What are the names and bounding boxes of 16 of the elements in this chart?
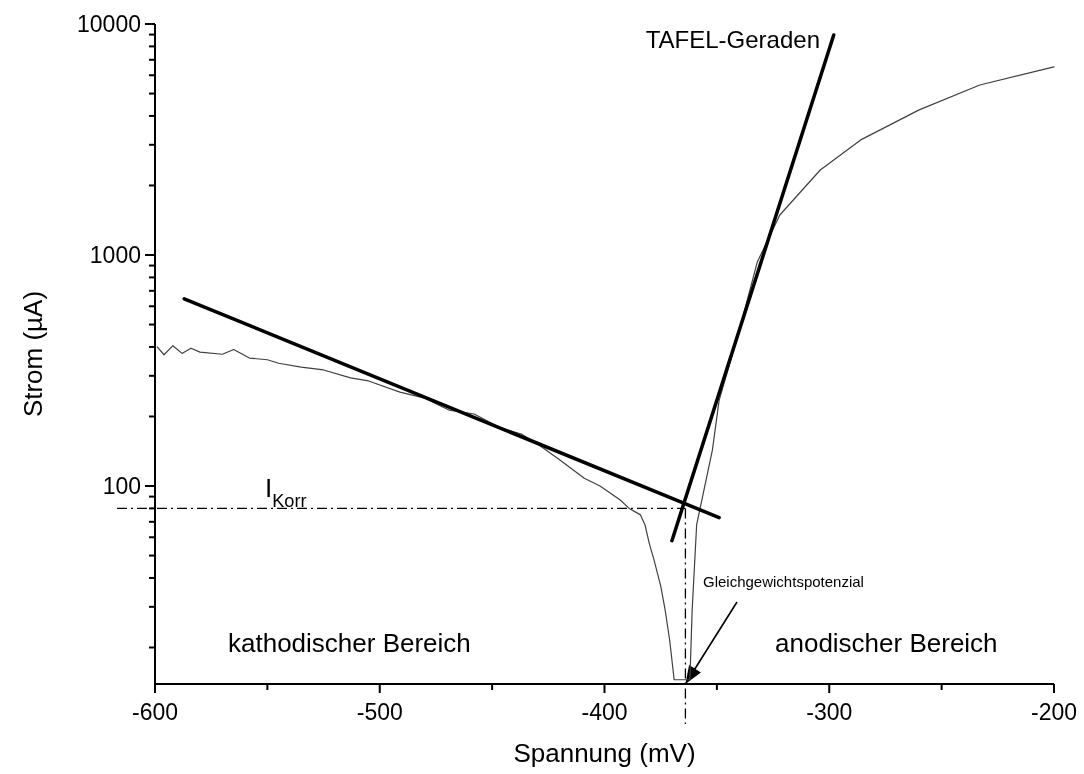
annotation: TAFEL-Geraden [645,26,820,53]
x-tick-label: -200 [1030,699,1078,725]
line-series [156,66,1055,681]
annotation: kathodischer Bereich [228,628,471,658]
x-axis-title: Spannung (mV) [513,738,696,768]
x-tick-label: -400 [581,699,628,725]
y-axis-title: Strom (µA) [18,290,48,418]
y-tick-label: 1000 [89,242,141,269]
annotation: I$_{Korr}$ [265,473,307,511]
y-tick-label: 100 [102,473,141,500]
x-tick-label: -300 [806,699,853,725]
x-tick-label: -500 [356,699,403,725]
y-tick-label: 10000 [77,11,141,37]
annotation: Gleichgewichtspotenzial [703,573,864,590]
annotation: anodischer Bereich [775,628,998,658]
x-tick-label: -600 [131,699,179,725]
